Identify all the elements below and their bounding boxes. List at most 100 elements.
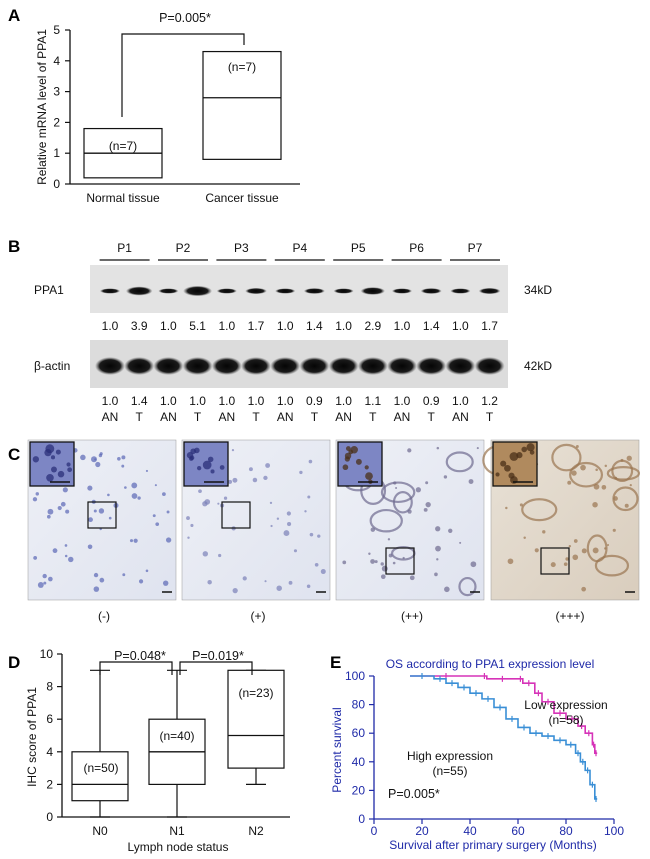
cell-dot [99, 577, 105, 583]
ppa1-band [420, 288, 442, 294]
y-tick-label-d: 2 [46, 777, 53, 791]
patient-label: P5 [351, 241, 366, 255]
panel-d: D 0 2 4 6 8 10 IHC score of PPA1 P=0.048* P=0… [8, 647, 290, 854]
cell-dot [57, 505, 62, 511]
inset-cell [44, 448, 52, 457]
cell-dot [166, 510, 170, 514]
lane-label: AN [102, 410, 119, 424]
cell-dot [269, 501, 273, 505]
low-expression-label: Low expression [524, 698, 607, 712]
cell-dot [88, 517, 93, 523]
y-tick-label-e: 20 [352, 783, 366, 797]
actin-value: 1.1 [364, 394, 381, 408]
cell-dot [392, 561, 396, 565]
gland-shape [445, 451, 474, 473]
cell-dot [37, 582, 44, 588]
cell-dot [342, 560, 347, 565]
cell-dot [231, 448, 235, 452]
cell-dot [565, 557, 569, 561]
pvalue-d-1: P=0.048* [114, 649, 166, 663]
cell-dot [436, 558, 439, 561]
cell-dot [95, 461, 101, 468]
cell-dot [117, 456, 121, 461]
panel-a: A 0 1 2 3 4 5 Relative mRNA level of PPA1 P=0… [8, 6, 300, 205]
y-tick-label-a: 4 [53, 54, 60, 68]
cell-dot [264, 580, 267, 583]
cell-dot [534, 548, 539, 553]
panel-letter-c: C [8, 445, 20, 464]
cell-dot [121, 464, 125, 468]
cell-dot [87, 544, 93, 550]
n-label-n2: (n=23) [238, 686, 273, 700]
ppa1-value: 1.7 [248, 319, 265, 333]
ppa1-band [333, 288, 354, 294]
zoom-region-box [221, 501, 251, 529]
ppa1-band [450, 288, 471, 294]
lane-label: AN [452, 410, 469, 424]
actin-band [182, 357, 213, 375]
y-tick-label-d: 4 [46, 745, 53, 759]
cell-dot [145, 469, 149, 473]
cell-dot [286, 511, 291, 516]
x-axis-label-e: Survival after primary surgery (Months) [389, 838, 596, 852]
cell-dot [93, 572, 99, 578]
actin-band [328, 357, 359, 375]
cell-dot [42, 573, 47, 579]
cell-dot [162, 580, 169, 586]
cell-dot [409, 575, 415, 581]
ihc-label-plus: (+) [251, 609, 266, 623]
cell-dot [248, 467, 253, 472]
x-tick-label-e: 40 [463, 824, 477, 838]
cell-dot [374, 560, 378, 564]
actin-band [241, 357, 271, 375]
actin-band [211, 357, 242, 375]
cell-dot [381, 565, 388, 572]
cell-dot [223, 496, 228, 500]
x-tick-label-e: 0 [371, 824, 378, 838]
ppa1-band [245, 287, 267, 295]
cell-dot [505, 506, 508, 510]
actin-band [357, 357, 388, 375]
cell-dot [190, 523, 194, 528]
ppa1-value: 1.0 [452, 319, 469, 333]
x-tick-label-e: 100 [604, 824, 624, 838]
patient-labels: P1 P2 P3 P4 P5 P6 P7 [99, 241, 500, 261]
cell-dot [459, 541, 462, 544]
inset-cell [500, 460, 507, 467]
cell-dot [35, 492, 39, 496]
gland-shape [521, 498, 558, 522]
y-axis-label-d: IHC score of PPA1 [25, 687, 39, 787]
cell-dot [468, 479, 474, 484]
actin-value: 0.9 [306, 394, 323, 408]
gland-shape [392, 491, 413, 514]
cell-dot [204, 499, 211, 505]
panel-letter-b: B [8, 237, 20, 256]
lane-label: T [194, 410, 202, 424]
cell-dot [317, 534, 321, 538]
cell-dot [207, 579, 212, 585]
cell-dot [581, 586, 587, 592]
gland-shape [551, 443, 582, 472]
cell-dot [133, 538, 138, 543]
cell-dot [217, 502, 220, 505]
patient-label: P1 [117, 241, 132, 255]
lane-label: T [428, 410, 436, 424]
inset-cell [210, 469, 215, 474]
x-tick-label-e: 60 [511, 824, 525, 838]
gland-shape [569, 461, 604, 488]
cell-dot [573, 539, 578, 543]
gland-shape [612, 486, 639, 512]
y-tick-label-d: 0 [46, 810, 53, 824]
y-tick-label-a: 2 [53, 115, 60, 129]
km-curve-low-expression [410, 675, 598, 755]
patient-label: P2 [176, 241, 191, 255]
cell-dot [320, 569, 326, 575]
cell-dot [232, 588, 238, 594]
inset-cell [67, 467, 73, 473]
x-axis-label-d: Lymph node status [128, 840, 229, 854]
cell-dot [581, 548, 587, 554]
pvalue-d-2: P=0.019* [192, 649, 244, 663]
ihc-label-plusplus: (++) [401, 609, 423, 623]
cell-dot [368, 552, 371, 555]
cell-dot [62, 487, 68, 493]
